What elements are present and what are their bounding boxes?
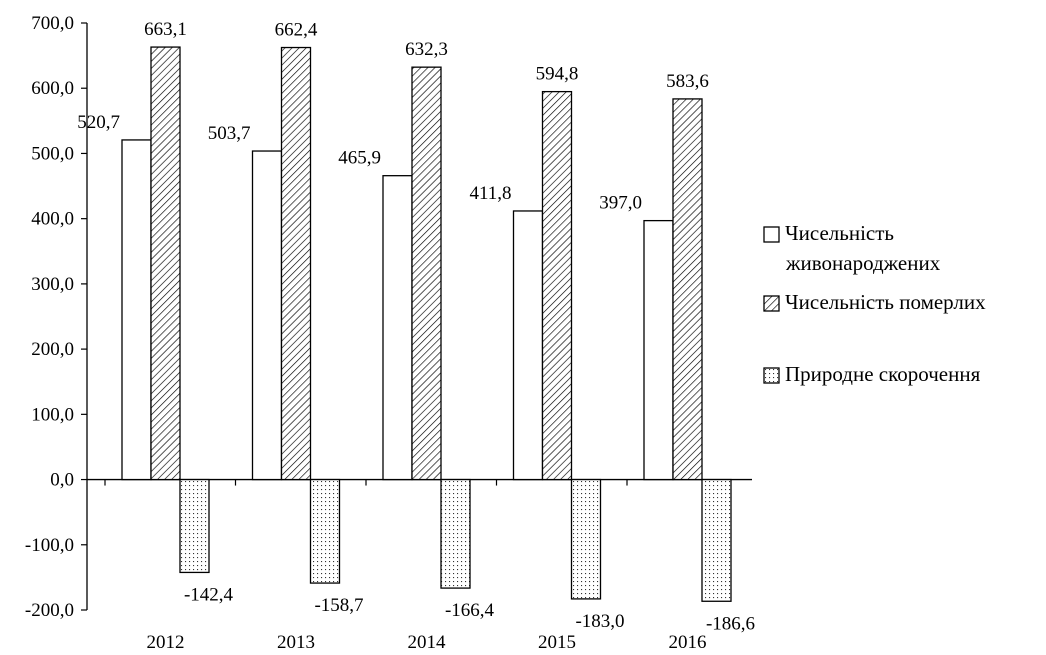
legend-swatch-dotted <box>763 367 780 384</box>
data-label: 397,0 <box>599 193 642 214</box>
data-label: 411,8 <box>469 183 511 204</box>
bar-plain-2015 <box>512 210 544 481</box>
legend-label: живонароджених <box>785 251 941 275</box>
legend-label: Чисельність <box>785 221 894 245</box>
y-tick-label: 700,0 <box>31 13 74 34</box>
x-tick-label: 2015 <box>538 632 576 653</box>
bar-plain-2013 <box>251 150 283 481</box>
data-label: -142,4 <box>184 584 234 605</box>
bar-hatched-2014 <box>411 66 442 481</box>
data-label: 503,7 <box>208 123 251 144</box>
y-tick-label: 100,0 <box>31 404 74 425</box>
data-label: 465,9 <box>338 148 381 169</box>
data-label: 583,6 <box>666 71 709 92</box>
x-tick-label: 2012 <box>147 632 185 653</box>
bar-dotted-2014 <box>440 478 471 589</box>
x-tick-label: 2013 <box>277 632 315 653</box>
data-label: 520,7 <box>77 112 120 133</box>
data-label: -166,4 <box>445 600 495 621</box>
bar-plain-2012 <box>121 139 152 481</box>
y-tick-label: 400,0 <box>31 209 74 230</box>
data-label: -158,7 <box>314 595 363 616</box>
data-label: 662,4 <box>275 20 318 41</box>
bar-hatched-2015 <box>541 90 573 481</box>
y-tick-label: 600,0 <box>31 78 74 99</box>
bar-dotted-2012 <box>179 478 210 574</box>
legend-swatch-plain <box>763 226 780 243</box>
x-tick-label: 2016 <box>669 632 707 653</box>
data-label: 594,8 <box>536 64 579 85</box>
y-tick-label: -100,0 <box>25 535 74 556</box>
x-tick-label: 2014 <box>408 632 447 653</box>
y-tick-label: 300,0 <box>31 274 74 295</box>
bar-dotted-2016 <box>701 478 732 602</box>
bar-dotted-2013 <box>309 478 341 584</box>
y-tick-label: -200,0 <box>25 600 74 621</box>
bar-hatched-2016 <box>672 98 703 481</box>
data-label: 632,3 <box>405 39 448 60</box>
y-tick-label: 500,0 <box>31 143 74 164</box>
bar-hatched-2013 <box>280 46 312 481</box>
legend-swatch-hatched <box>763 295 780 312</box>
legend-label: Природне скорочення <box>785 362 981 386</box>
legend-label: Чисельність померлих <box>785 290 986 314</box>
bar-plain-2016 <box>643 219 674 481</box>
bar-hatched-2012 <box>150 46 181 481</box>
data-label: 663,1 <box>144 19 187 40</box>
bar-plain-2014 <box>382 175 413 481</box>
data-label: -183,0 <box>575 611 624 632</box>
data-label: -186,6 <box>706 613 755 634</box>
y-tick-label: 0,0 <box>50 470 74 491</box>
y-tick-label: 200,0 <box>31 339 74 360</box>
bar-dotted-2015 <box>570 478 602 600</box>
